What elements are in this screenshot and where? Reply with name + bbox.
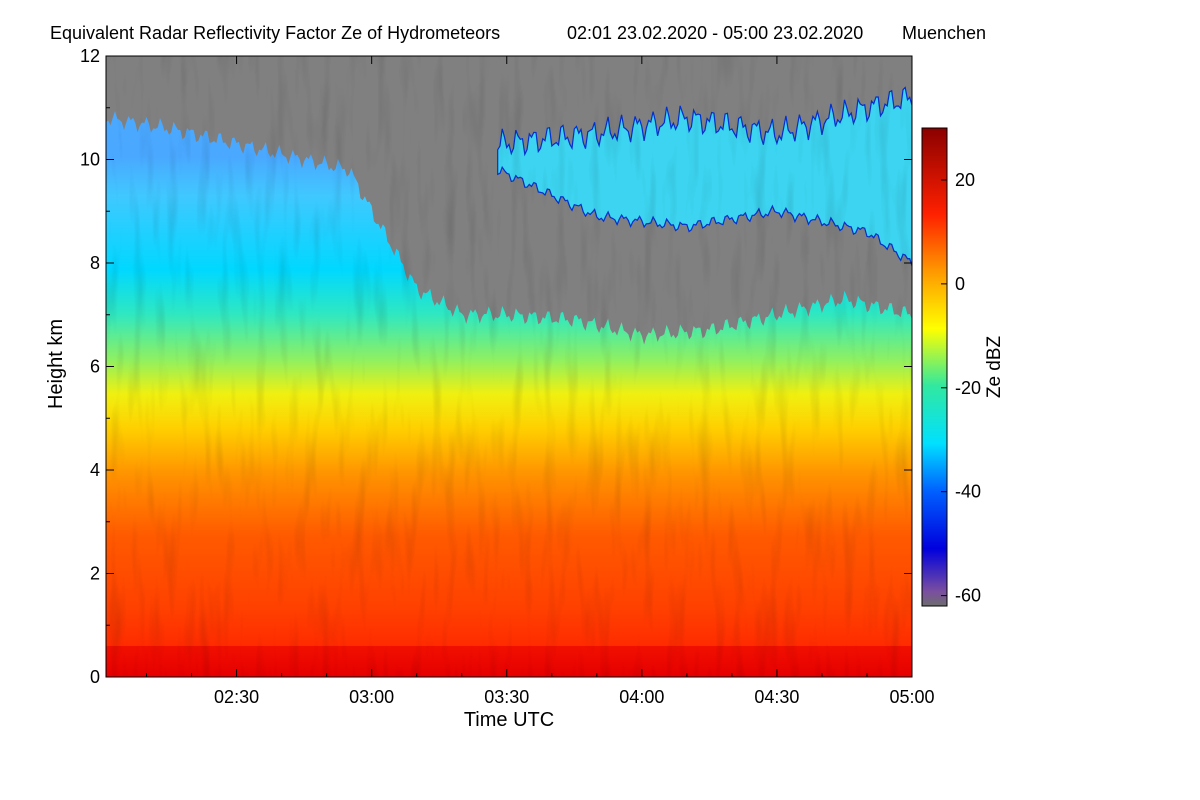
x-tick-label: 03:00 [349, 687, 394, 707]
chart-time-range: 02:01 23.02.2020 - 05:00 23.02.2020 [567, 23, 863, 43]
y-tick-label: 8 [90, 253, 100, 273]
colorbar-tick-label: -40 [955, 482, 981, 502]
chart-title-group: Equivalent Radar Reflectivity Factor Ze … [50, 23, 986, 43]
streak-texture [106, 56, 912, 677]
x-tick-label: 05:00 [889, 687, 934, 707]
colorbar-label: Ze dBZ [984, 335, 1005, 398]
x-tick-label: 03:30 [484, 687, 529, 707]
y-tick-label: 0 [90, 667, 100, 687]
y-axis-label: Height km [45, 319, 67, 409]
y-tick-label: 6 [90, 357, 100, 377]
chart-location: Muenchen [902, 23, 986, 43]
y-tick-label: 10 [80, 150, 100, 170]
colorbar-tick-label: -20 [955, 378, 981, 398]
plot-area [106, 56, 912, 677]
colorbar-tick-label: 20 [955, 170, 975, 190]
x-axis-label: Time UTC [464, 709, 554, 731]
x-tick-label: 04:30 [754, 687, 799, 707]
y-tick-label: 4 [90, 460, 100, 480]
colorbar-tick-label: -60 [955, 586, 981, 606]
x-tick-label: 04:00 [619, 687, 664, 707]
y-tick-label: 12 [80, 46, 100, 66]
x-tick-label: 02:30 [214, 687, 259, 707]
colorbar [921, 127, 948, 607]
y-tick-label: 2 [90, 564, 100, 584]
chart-title: Equivalent Radar Reflectivity Factor Ze … [50, 23, 500, 43]
colorbar-tick-label: 0 [955, 274, 965, 294]
